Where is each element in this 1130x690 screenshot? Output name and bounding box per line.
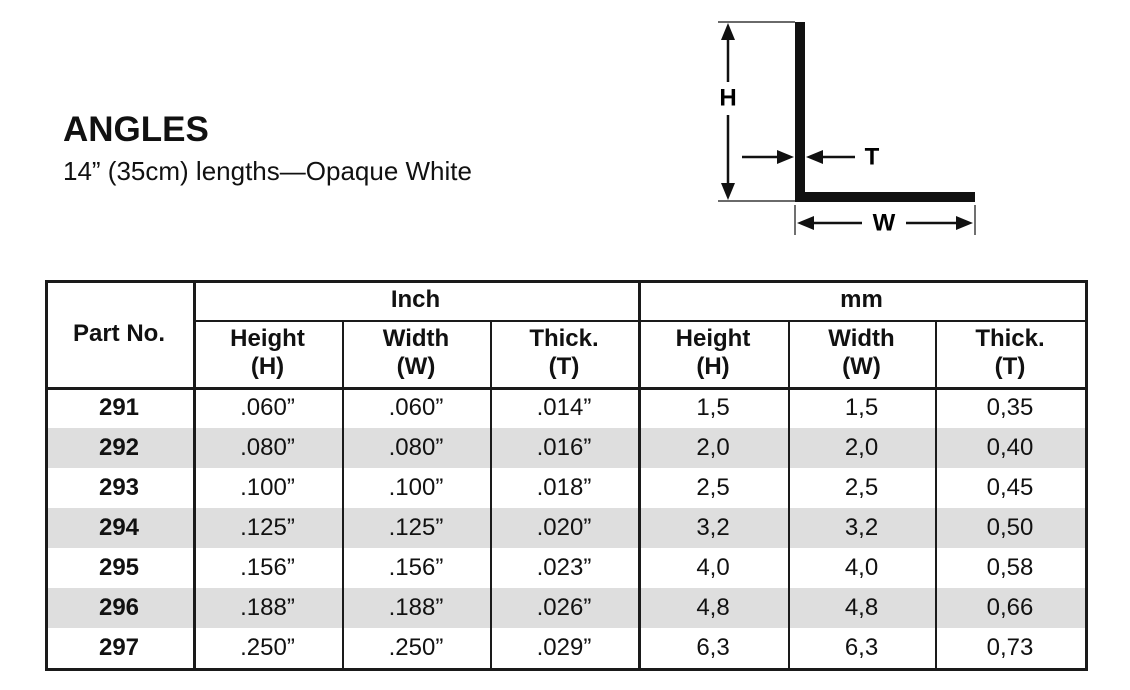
table-rule (193, 320, 1085, 322)
column-symbol: (H) (250, 353, 285, 380)
table-cell: 0,35 (986, 394, 1034, 421)
group-header: Inch (390, 286, 441, 313)
table-cell: 0,40 (986, 434, 1034, 461)
column-symbol: (W) (842, 353, 881, 380)
width-label: W (873, 209, 896, 236)
table-cell: .188” (240, 594, 295, 621)
row-shade (45, 588, 1085, 628)
table-cell: 0,50 (986, 514, 1034, 541)
column-header: Height (675, 325, 751, 352)
part-number: 293 (98, 474, 140, 501)
table-cell: 0,45 (986, 474, 1034, 501)
table-cell: .060” (240, 394, 295, 421)
subtitle: 14” (35cm) lengths—Opaque White (63, 156, 472, 186)
table-cell: .125” (240, 514, 295, 541)
part-number: 292 (98, 434, 140, 461)
table-cell: 3,2 (844, 514, 879, 541)
table-cell: .014” (536, 394, 592, 421)
table-cell: .026” (536, 594, 592, 621)
column-symbol: (W) (396, 353, 436, 380)
part-number: 297 (98, 634, 140, 661)
table-rule (342, 320, 344, 668)
group-header: mm (840, 286, 883, 313)
part-number: 291 (98, 394, 140, 421)
table-rule (45, 668, 1088, 671)
table-rule (638, 280, 641, 668)
column-symbol: (T) (994, 353, 1026, 380)
table-rule (45, 280, 1088, 283)
table-rule (193, 280, 196, 668)
table-cell: 1,5 (696, 394, 730, 421)
table-cell: .029” (536, 634, 592, 661)
row-shade (45, 428, 1085, 468)
table-cell: .156” (388, 554, 444, 581)
height-label: H (719, 84, 736, 111)
table-cell: .250” (388, 634, 444, 661)
column-header: Thick. (529, 325, 599, 352)
table-cell: .018” (536, 474, 592, 501)
part-number: 295 (98, 554, 140, 581)
table-cell: 4,0 (696, 554, 730, 581)
table-cell: 2,0 (696, 434, 730, 461)
table-cell: .080” (388, 434, 444, 461)
thickness-label: T (865, 143, 880, 170)
table-cell: 0,58 (986, 554, 1034, 581)
table-cell: 3,2 (696, 514, 730, 541)
table-rule (45, 387, 1085, 390)
table-cell: .100” (388, 474, 444, 501)
table-cell: .100” (240, 474, 295, 501)
table-cell: 4,0 (844, 554, 879, 581)
table-cell: .016” (536, 434, 592, 461)
table-cell: .060” (388, 394, 444, 421)
table-rule (490, 320, 492, 668)
table-cell: 6,3 (844, 634, 879, 661)
table-cell: .250” (240, 634, 295, 661)
row-shade (45, 508, 1085, 548)
table-rule (788, 320, 790, 668)
title: ANGLES (63, 110, 209, 149)
table-cell: 4,8 (844, 594, 879, 621)
column-header: Height (230, 325, 305, 352)
table-cell: 4,8 (696, 594, 730, 621)
table-cell: .156” (240, 554, 295, 581)
table-cell: 0,73 (986, 634, 1034, 661)
table-rule (1085, 280, 1088, 668)
column-symbol: (H) (696, 353, 730, 380)
table-cell: 1,5 (844, 394, 879, 421)
column-symbol: (T) (548, 353, 580, 380)
table-cell: 2,5 (696, 474, 730, 501)
table-cell: 0,66 (986, 594, 1034, 621)
table-cell: .080” (240, 434, 295, 461)
column-header: Width (828, 325, 895, 352)
table-cell: .125” (388, 514, 444, 541)
part-number: 296 (98, 594, 140, 621)
table-cell: 6,3 (696, 634, 730, 661)
table-cell: 2,0 (844, 434, 879, 461)
part-number: 294 (98, 514, 140, 541)
table-cell: .188” (388, 594, 444, 621)
table-cell: .023” (536, 554, 592, 581)
part-header: Part No. (72, 320, 165, 347)
angle-diagram: H T W (718, 21, 976, 236)
table-rule (935, 320, 937, 668)
table-rule (45, 280, 48, 668)
table-cell: 2,5 (844, 474, 879, 501)
column-header: Width (382, 325, 450, 352)
column-header: Thick. (975, 325, 1045, 352)
table-cell: .020” (536, 514, 592, 541)
